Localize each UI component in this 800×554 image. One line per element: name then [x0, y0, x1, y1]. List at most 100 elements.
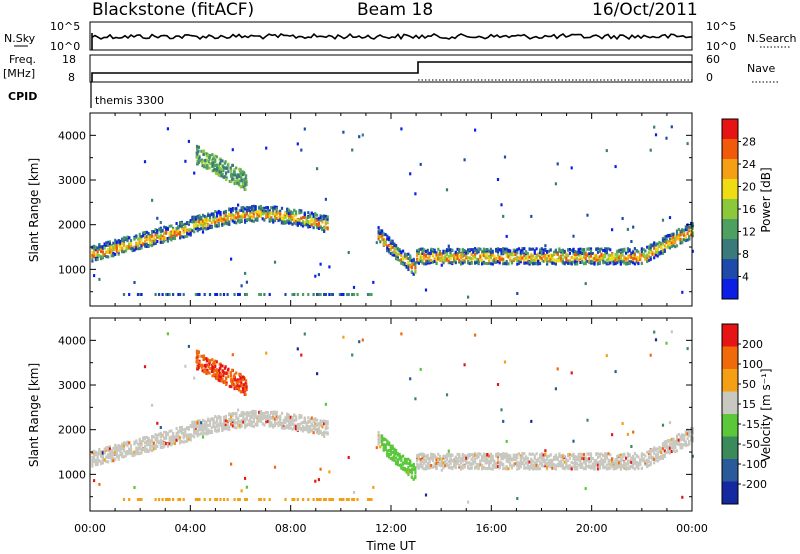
- echo-cell: [96, 253, 99, 257]
- echo-cell: [249, 218, 252, 222]
- echo-cell: [509, 253, 512, 257]
- echo-cell: [117, 457, 120, 461]
- echo-cell: [209, 154, 212, 158]
- echo-cell: [207, 429, 210, 432]
- echo-cell: [388, 449, 391, 452]
- echo-cell: [561, 258, 564, 262]
- echo-cell: [103, 242, 106, 246]
- echo-cell: [191, 215, 194, 219]
- colorbar-swatch: [722, 179, 738, 199]
- echo-cell: [514, 462, 517, 466]
- echo-cell: [227, 162, 230, 166]
- echo-cell: [542, 255, 545, 259]
- echo-cell: [126, 450, 129, 453]
- echo-cell: [565, 462, 568, 466]
- echo-cell: [623, 465, 626, 469]
- echo-cell: [215, 214, 219, 218]
- echo-cell: [579, 255, 582, 259]
- echo-cell: [656, 453, 659, 457]
- echo-cell: [154, 436, 157, 440]
- echo-cell: [203, 214, 206, 218]
- echo-cell: [110, 254, 113, 258]
- echo-cell: [196, 147, 199, 151]
- echo-cell: [273, 215, 277, 219]
- echo-cell: [586, 464, 589, 468]
- echo-cell: [607, 247, 610, 251]
- echo-cell: [219, 215, 222, 219]
- echo-cell: [96, 458, 99, 462]
- echo-cell: [96, 456, 99, 460]
- echo-cell: [159, 237, 162, 241]
- echo-cell: [200, 160, 204, 164]
- echo-cell: [203, 498, 206, 501]
- echo-cell: [656, 242, 659, 246]
- echo-cell: [203, 431, 206, 435]
- echo-cell: [409, 459, 412, 463]
- echo-cell: [639, 253, 642, 257]
- echo-cell: [593, 256, 596, 260]
- echo-cell: [226, 293, 229, 296]
- echo-cell: [602, 253, 605, 257]
- echo-cell: [326, 221, 329, 225]
- echo-cell: [500, 257, 503, 261]
- echo-cell: [424, 288, 428, 292]
- y-tick-label: 1000: [58, 263, 86, 276]
- echo-cell: [259, 498, 262, 501]
- echo-cell: [570, 465, 573, 469]
- echo-cell: [517, 463, 521, 467]
- echo-cell: [177, 293, 180, 296]
- echo-cell: [228, 425, 231, 429]
- echo-cell: [653, 330, 656, 334]
- echo-cell: [193, 420, 196, 424]
- echo-cell: [129, 239, 133, 243]
- echo-cell: [607, 452, 610, 456]
- echo-cell: [660, 251, 663, 255]
- echo-cell: [584, 460, 587, 464]
- echo-cell: [244, 176, 247, 180]
- echo-cell: [270, 416, 273, 419]
- echo-cell: [210, 431, 213, 435]
- echo-cell: [440, 254, 443, 258]
- echo-cell: [616, 460, 619, 464]
- echo-cell: [567, 248, 570, 251]
- echo-cell: [135, 234, 138, 238]
- echo-cell: [688, 235, 691, 239]
- echo-cell: [182, 235, 185, 239]
- echo-cell: [621, 453, 624, 457]
- echo-cell: [170, 230, 173, 234]
- echo-cell: [637, 462, 640, 465]
- echo-cell: [289, 221, 292, 225]
- echo-cell: [175, 436, 178, 440]
- echo-cell: [570, 454, 573, 457]
- echo-cell: [423, 467, 426, 471]
- echo-cell: [140, 443, 143, 447]
- echo-cell: [184, 222, 187, 226]
- echo-cell: [300, 148, 303, 152]
- echo-cell: [182, 432, 185, 435]
- echo-cell: [286, 214, 289, 218]
- echo-cell: [201, 424, 205, 428]
- echo-cell: [651, 457, 654, 461]
- echo-cell: [461, 454, 464, 458]
- echo-cell: [214, 221, 217, 225]
- echo-cell: [119, 450, 122, 454]
- echo-cell: [326, 227, 329, 231]
- echo-cell: [609, 248, 612, 252]
- echo-cell: [138, 498, 141, 501]
- echo-cell: [575, 465, 579, 469]
- echo-cell: [619, 259, 622, 263]
- echo-cell: [639, 461, 642, 465]
- echo-cell: [294, 213, 298, 217]
- echo-cell: [177, 226, 180, 230]
- y-tick-label: 3000: [58, 174, 86, 187]
- echo-cell: [226, 419, 229, 423]
- echo-cell: [605, 463, 608, 467]
- echo-cell: [656, 451, 659, 455]
- echo-cell: [560, 454, 563, 458]
- echo-cell: [647, 251, 651, 255]
- echo-cell: [507, 250, 510, 254]
- echo-cell: [273, 421, 277, 425]
- nsky-trace: [91, 32, 693, 50]
- echo-cell: [154, 447, 157, 450]
- echo-cell: [398, 249, 401, 253]
